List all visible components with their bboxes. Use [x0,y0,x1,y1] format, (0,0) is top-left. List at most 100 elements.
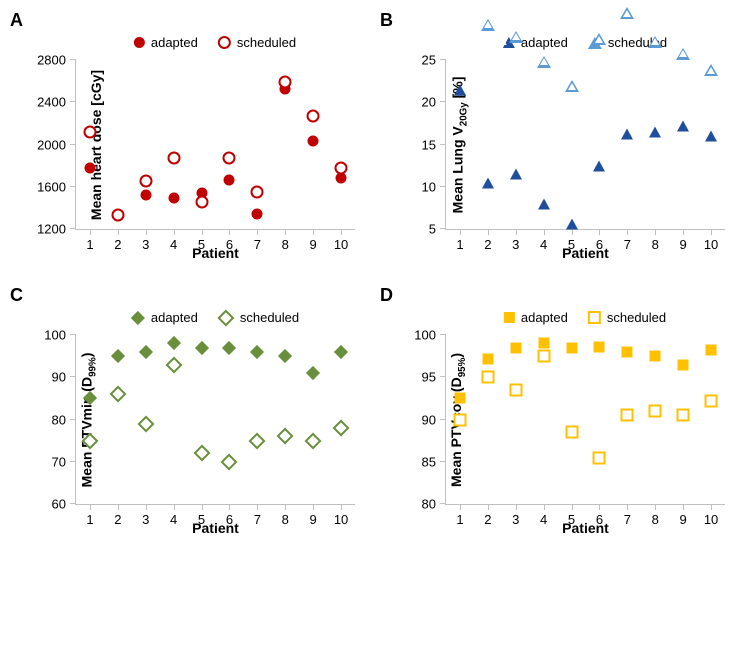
legend-label: adapted [521,35,568,50]
data-point [224,175,235,186]
data-point [193,445,210,462]
plot-area: Mean Lung V20Gy [%]Patient51015202512345… [445,60,725,230]
data-point [705,131,717,142]
data-point [565,80,579,92]
data-point [481,19,495,31]
x-tick-label: 4 [540,229,547,252]
data-point [482,177,494,188]
data-point [454,393,465,404]
y-tick-label: 85 [422,454,446,469]
legend: adaptedscheduled [503,35,667,50]
data-point [84,162,95,173]
x-tick-label: 9 [310,504,317,527]
plot-area: Mean PTVcov (D95%)Patient808590951001234… [445,335,725,505]
legend-item-adapted: adapted [134,35,198,50]
data-point [307,109,320,122]
plot-area: Mean PTVmin (D99%)Patient607080901001234… [75,335,355,505]
x-tick-label: 5 [568,504,575,527]
panel-D: DadaptedscheduledMean PTVcov (D95%)Patie… [380,285,740,540]
y-tick-label: 60 [52,497,76,512]
data-point [277,428,294,445]
y-axis-label: Mean heart dose [cGy] [88,69,104,219]
x-tick-label: 7 [254,504,261,527]
data-point [594,341,605,352]
data-point [649,405,662,418]
legend: adapted scheduled [131,310,299,325]
data-point [705,394,718,407]
legend-label: scheduled [240,310,299,325]
data-point [167,336,181,350]
data-point [139,345,153,359]
x-tick-label: 8 [652,229,659,252]
data-point [168,193,179,204]
legend-item-scheduled: scheduled [218,35,296,50]
y-tick-label: 95 [422,370,446,385]
x-tick-label: 10 [704,504,718,527]
legend: adapted scheduled [134,35,296,50]
x-tick-label: 5 [568,229,575,252]
legend-label: scheduled [237,35,296,50]
data-point [678,359,689,370]
y-tick-label: 2000 [37,137,76,152]
x-tick-label: 9 [680,504,687,527]
x-tick-label: 8 [282,229,289,252]
y-tick-label: 80 [52,412,76,427]
data-point [704,64,718,76]
data-point [453,413,466,426]
x-tick-label: 3 [142,229,149,252]
data-point [482,353,493,364]
x-tick-label: 1 [86,229,93,252]
data-point [537,56,551,68]
data-point [510,342,521,353]
data-point [650,351,661,362]
x-tick-label: 6 [596,229,603,252]
x-tick-label: 8 [282,504,289,527]
data-point [649,126,661,137]
data-point [648,36,662,48]
data-point [621,409,634,422]
data-point [335,161,348,174]
data-point [279,76,292,89]
x-tick-label: 10 [334,229,348,252]
x-tick-label: 5 [198,229,205,252]
y-tick-label: 2800 [37,53,76,68]
y-tick-label: 90 [422,412,446,427]
data-point [565,426,578,439]
data-point [222,341,236,355]
data-point [249,432,266,449]
data-point [566,342,577,353]
legend-item-adapted: adapted [504,310,568,325]
y-tick-label: 25 [422,53,446,68]
data-point [677,120,689,131]
data-point [537,350,550,363]
panel-B: BadaptedscheduledMean Lung V20Gy [%]Pati… [380,10,740,265]
data-point [592,33,606,45]
x-tick-label: 6 [226,504,233,527]
y-tick-label: 100 [414,328,446,343]
data-point [251,186,264,199]
legend: adapted scheduled [504,310,666,325]
data-point [334,345,348,359]
data-point [195,195,208,208]
data-point [509,31,523,43]
data-point [140,190,151,201]
x-tick-label: 10 [334,504,348,527]
legend-item-adapted: adapted [131,310,198,325]
legend-label: adapted [151,310,198,325]
panel-A: AadaptedscheduledMean heart dose [cGy]Pa… [10,10,370,265]
data-point [221,453,238,470]
x-tick-label: 6 [226,229,233,252]
data-point [622,346,633,357]
x-tick-label: 5 [198,504,205,527]
legend-item-scheduled: scheduled [588,310,666,325]
data-point [538,338,549,349]
data-point [305,432,322,449]
x-tick-label: 7 [624,229,631,252]
x-tick-label: 4 [170,229,177,252]
x-tick-label: 3 [512,229,519,252]
x-tick-label: 3 [512,504,519,527]
y-axis-label: Mean Lung V20Gy [%] [449,76,469,213]
y-tick-label: 10 [422,179,446,194]
x-tick-label: 9 [310,229,317,252]
x-tick-label: 6 [596,504,603,527]
